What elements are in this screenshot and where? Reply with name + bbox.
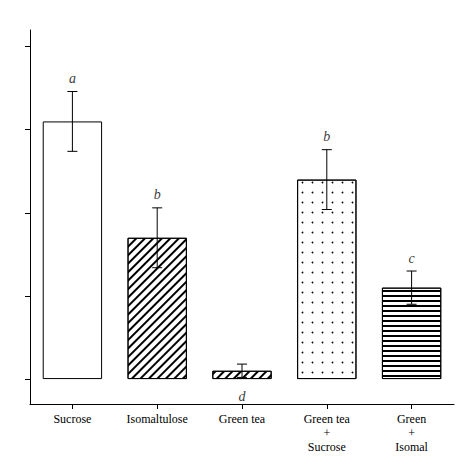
svg-text:Isomal: Isomal — [395, 440, 428, 454]
svg-text:Green tea: Green tea — [219, 412, 266, 426]
svg-text:b: b — [154, 187, 161, 202]
svg-text:Green: Green — [397, 412, 426, 426]
svg-text:d: d — [239, 389, 247, 404]
svg-text:Isomaltulose: Isomaltulose — [127, 412, 188, 426]
svg-text:Sucrose: Sucrose — [308, 440, 346, 454]
svg-text:a: a — [69, 71, 76, 86]
svg-text:b: b — [323, 129, 330, 144]
svg-text:c: c — [408, 251, 415, 266]
svg-text:Sucrose: Sucrose — [53, 412, 91, 426]
svg-text:+: + — [408, 426, 415, 440]
svg-text:+: + — [323, 426, 330, 440]
svg-text:Green tea: Green tea — [304, 412, 351, 426]
